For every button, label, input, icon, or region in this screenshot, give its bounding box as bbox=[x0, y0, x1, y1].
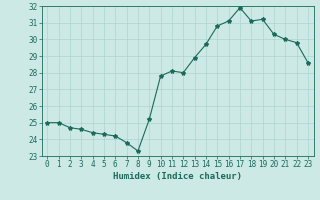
X-axis label: Humidex (Indice chaleur): Humidex (Indice chaleur) bbox=[113, 172, 242, 181]
